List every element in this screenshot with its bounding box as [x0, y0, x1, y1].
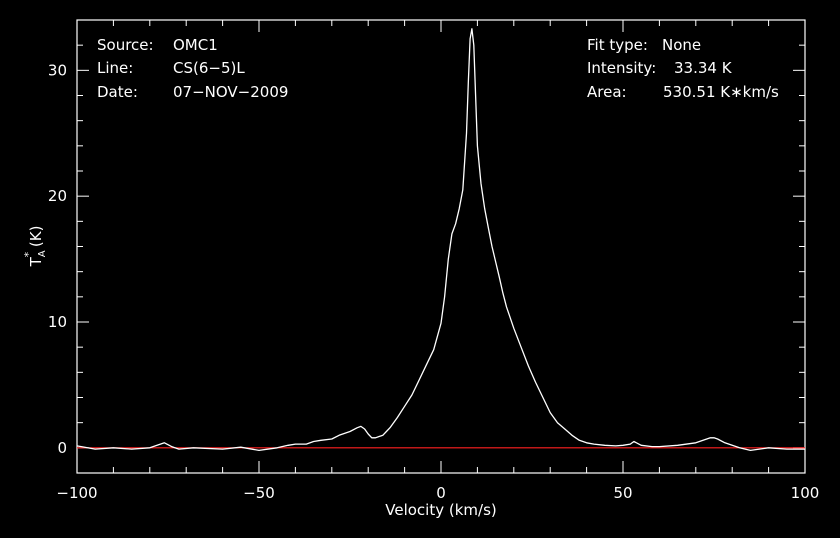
date-label: Date: — [97, 83, 138, 101]
x-tick-label: 100 — [791, 484, 820, 502]
intensity-label: Intensity: — [587, 59, 656, 77]
x-tick-label: 50 — [613, 484, 632, 502]
source-value: OMC1 — [173, 36, 218, 54]
y-tick-label: 10 — [48, 313, 67, 331]
axis-ticks — [76, 19, 806, 474]
y-axis-label-main: T — [27, 256, 45, 267]
line-value: CS(6−5)L — [173, 59, 245, 77]
area-value: 530.51 K∗km/s — [663, 83, 779, 101]
x-tick-label: 0 — [436, 484, 446, 502]
area-label: Area: — [587, 83, 627, 101]
line-label: Line: — [97, 59, 133, 77]
fit-type-value: None — [662, 36, 701, 54]
x-axis-label: Velocity (km/s) — [385, 501, 496, 519]
y-axis-label-unit: (K) — [27, 226, 45, 252]
x-tick-label: −50 — [243, 484, 275, 502]
y-tick-label: 20 — [48, 187, 67, 205]
y-axis-label: TA* (K) — [22, 226, 48, 268]
source-label: Source: — [97, 36, 154, 54]
x-tick-label: −100 — [56, 484, 97, 502]
y-tick-label: 0 — [57, 439, 67, 457]
spectrum-line — [76, 28, 805, 452]
intensity-value: 33.34 K — [674, 59, 733, 77]
svg-text:TA* (K): TA* (K) — [22, 226, 48, 268]
axis-tick-labels: −100 −50 0 50 100 0 10 20 30 — [48, 61, 819, 502]
fit-type-label: Fit type: — [587, 36, 648, 54]
y-tick-label: 30 — [48, 61, 67, 79]
y-axis-label-sup: * — [22, 251, 35, 257]
y-axis-label-sub: A — [37, 250, 48, 257]
date-value: 07−NOV−2009 — [173, 83, 288, 101]
